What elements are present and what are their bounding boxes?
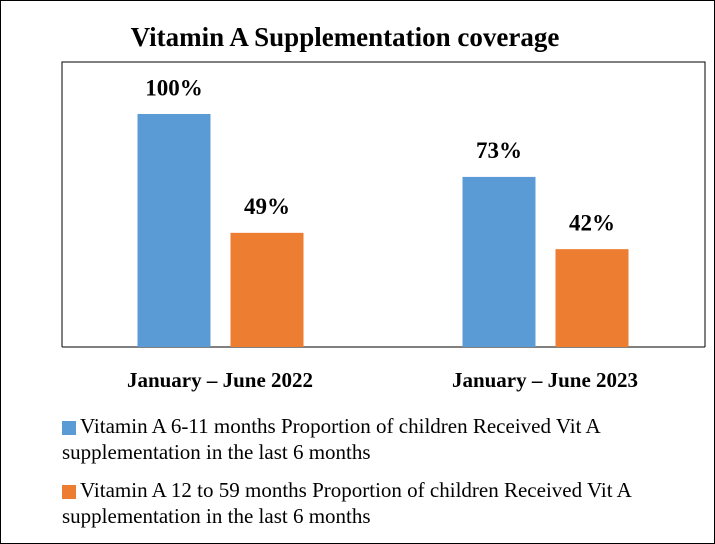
legend-swatch	[62, 421, 76, 435]
bar	[555, 249, 629, 347]
data-label: 42%	[569, 210, 615, 235]
bar	[462, 176, 536, 347]
legend-line: supplementation in the last 6 months	[62, 504, 371, 528]
data-label: 49%	[244, 194, 290, 219]
legend-line: Vitamin A 12 to 59 months Proportion of …	[80, 478, 633, 502]
legend-swatch	[62, 485, 76, 499]
legend-label: Vitamin A 6-11 months Proportion of chil…	[62, 414, 602, 464]
plot-frame	[61, 61, 706, 347]
data-label: 100%	[145, 75, 203, 100]
bar	[230, 232, 304, 347]
legend-label: Vitamin A 12 to 59 months Proportion of …	[62, 478, 633, 528]
legend-line: supplementation in the last 6 months	[62, 440, 371, 464]
bar	[137, 114, 211, 347]
data-label: 73%	[476, 138, 522, 163]
x-tick-label: January – June 2023	[452, 368, 638, 392]
legend-line: Vitamin A 6-11 months Proportion of chil…	[80, 414, 602, 438]
x-tick-label: January – June 2022	[127, 368, 313, 392]
chart-title: Vitamin A Supplementation coverage	[131, 22, 560, 52]
